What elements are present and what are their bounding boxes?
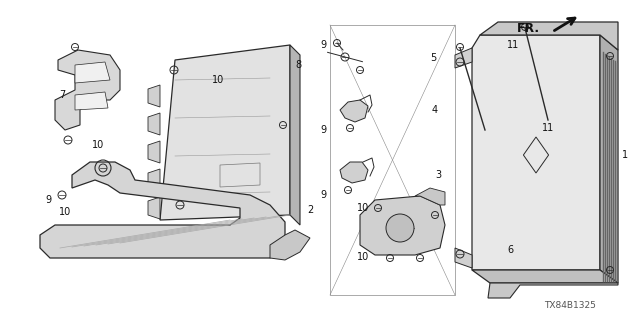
Polygon shape <box>455 248 472 268</box>
Polygon shape <box>455 48 472 68</box>
Text: 9: 9 <box>320 40 326 50</box>
Polygon shape <box>340 100 368 122</box>
Circle shape <box>386 214 414 242</box>
Polygon shape <box>472 270 618 283</box>
Polygon shape <box>148 85 160 107</box>
Polygon shape <box>480 22 618 50</box>
Text: 9: 9 <box>45 195 51 205</box>
Polygon shape <box>415 188 445 205</box>
Polygon shape <box>148 141 160 163</box>
Text: 9: 9 <box>320 190 326 200</box>
Text: 10: 10 <box>92 140 104 150</box>
Polygon shape <box>40 162 285 258</box>
Polygon shape <box>75 62 110 83</box>
Text: 2: 2 <box>307 205 313 215</box>
Polygon shape <box>360 196 445 255</box>
Polygon shape <box>340 162 368 183</box>
Polygon shape <box>148 197 160 219</box>
Polygon shape <box>600 35 618 283</box>
Text: FR.: FR. <box>517 21 540 35</box>
Text: TX84B1325: TX84B1325 <box>544 300 596 309</box>
Polygon shape <box>160 45 290 220</box>
Text: 5: 5 <box>430 53 436 63</box>
Text: 11: 11 <box>507 40 519 50</box>
Text: 6: 6 <box>507 245 513 255</box>
Polygon shape <box>488 283 618 298</box>
Polygon shape <box>270 230 310 260</box>
Text: 7: 7 <box>59 90 65 100</box>
Polygon shape <box>290 45 300 225</box>
Polygon shape <box>472 35 600 270</box>
Polygon shape <box>148 169 160 191</box>
Text: 11: 11 <box>542 123 554 133</box>
Text: 10: 10 <box>357 203 369 213</box>
Text: 4: 4 <box>432 105 438 115</box>
Text: 9: 9 <box>320 125 326 135</box>
Text: 1: 1 <box>622 150 628 160</box>
Polygon shape <box>75 92 108 110</box>
Text: 10: 10 <box>357 252 369 262</box>
Polygon shape <box>148 113 160 135</box>
Text: 10: 10 <box>59 207 71 217</box>
Text: 8: 8 <box>295 60 301 70</box>
Polygon shape <box>55 50 120 130</box>
Text: 10: 10 <box>212 75 224 85</box>
Text: 3: 3 <box>435 170 441 180</box>
